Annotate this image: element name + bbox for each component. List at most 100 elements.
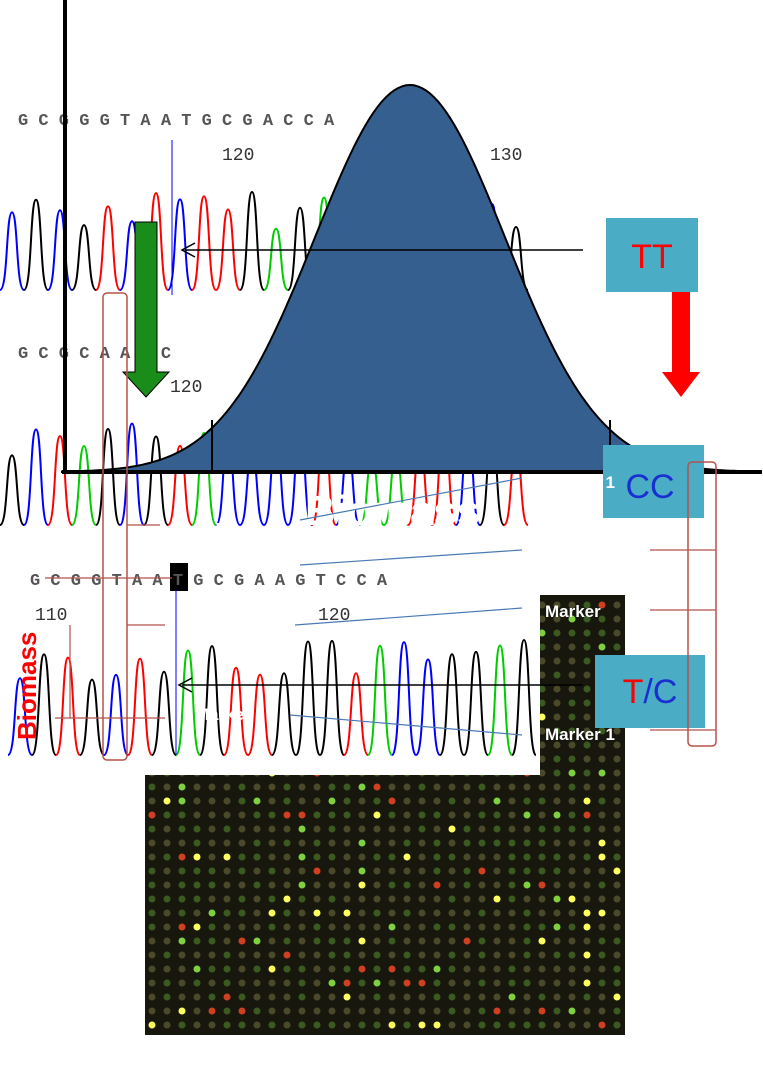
spot (538, 657, 546, 665)
spot (523, 965, 531, 973)
spot (238, 979, 246, 987)
spot (388, 951, 396, 959)
spot (448, 923, 456, 931)
spot (343, 783, 351, 791)
spot (583, 643, 591, 651)
genotype: CC (625, 468, 674, 506)
spot (613, 755, 621, 763)
spot (613, 741, 621, 749)
spot (343, 797, 351, 805)
spot (598, 965, 606, 973)
spot (283, 909, 291, 917)
spot (508, 909, 516, 917)
spot (583, 839, 591, 847)
spot (403, 881, 411, 889)
spot (388, 839, 396, 847)
spot (253, 839, 261, 847)
spot (388, 783, 396, 791)
spot (328, 881, 336, 889)
spot (553, 755, 561, 763)
spot (553, 685, 561, 693)
spot (448, 839, 456, 847)
spot (433, 825, 441, 833)
spot (283, 951, 291, 959)
spot (553, 629, 561, 637)
spot (358, 881, 366, 889)
spot (373, 797, 381, 805)
spot (373, 839, 381, 847)
spot (268, 839, 276, 847)
spot (238, 937, 246, 945)
spot (163, 993, 171, 1001)
spot (523, 1021, 531, 1029)
spot (613, 965, 621, 973)
spot (163, 979, 171, 987)
spot (253, 811, 261, 819)
spot (613, 769, 621, 777)
spot (463, 923, 471, 931)
spot (373, 993, 381, 1001)
spot (583, 685, 591, 693)
spot (208, 895, 216, 903)
spot (328, 1007, 336, 1015)
spot (433, 853, 441, 861)
spot (493, 993, 501, 1001)
spot (478, 937, 486, 945)
spot (568, 671, 576, 679)
spot (583, 979, 591, 987)
spot (178, 783, 186, 791)
spot (283, 783, 291, 791)
spot (553, 727, 561, 735)
spot (553, 867, 561, 875)
spot (538, 769, 546, 777)
spot (598, 643, 606, 651)
spot (553, 881, 561, 889)
spot (358, 853, 366, 861)
spot (343, 937, 351, 945)
spot (478, 979, 486, 987)
spot (583, 699, 591, 707)
marker-label: Marker 1 (185, 520, 255, 539)
spot (583, 993, 591, 1001)
spot (463, 993, 471, 1001)
spot (463, 839, 471, 847)
spot (568, 643, 576, 651)
spot (223, 881, 231, 889)
spot (538, 1021, 546, 1029)
curve-label: Biomass (305, 487, 480, 534)
spot (373, 881, 381, 889)
spot (403, 895, 411, 903)
spot (223, 811, 231, 819)
spot (208, 993, 216, 1001)
spot (448, 825, 456, 833)
spot (283, 895, 291, 903)
spot (343, 993, 351, 1001)
spot (433, 811, 441, 819)
peak (511, 639, 537, 756)
spot (523, 1007, 531, 1015)
spot (538, 713, 546, 721)
spot (148, 811, 156, 819)
spot (193, 1007, 201, 1015)
spot (433, 965, 441, 973)
peak (199, 645, 225, 756)
spot (298, 881, 306, 889)
spot (208, 811, 216, 819)
spot (448, 979, 456, 987)
spot (223, 923, 231, 931)
spot (193, 811, 201, 819)
spot (193, 1021, 201, 1029)
spot (493, 783, 501, 791)
spot (538, 909, 546, 917)
peak (415, 658, 441, 756)
spot (508, 867, 516, 875)
spot (418, 951, 426, 959)
spot (463, 1007, 471, 1015)
spot (223, 909, 231, 917)
spot (598, 839, 606, 847)
spot (613, 727, 621, 735)
spot (448, 951, 456, 959)
spot (583, 909, 591, 917)
spot (583, 965, 591, 973)
spot (298, 797, 306, 805)
